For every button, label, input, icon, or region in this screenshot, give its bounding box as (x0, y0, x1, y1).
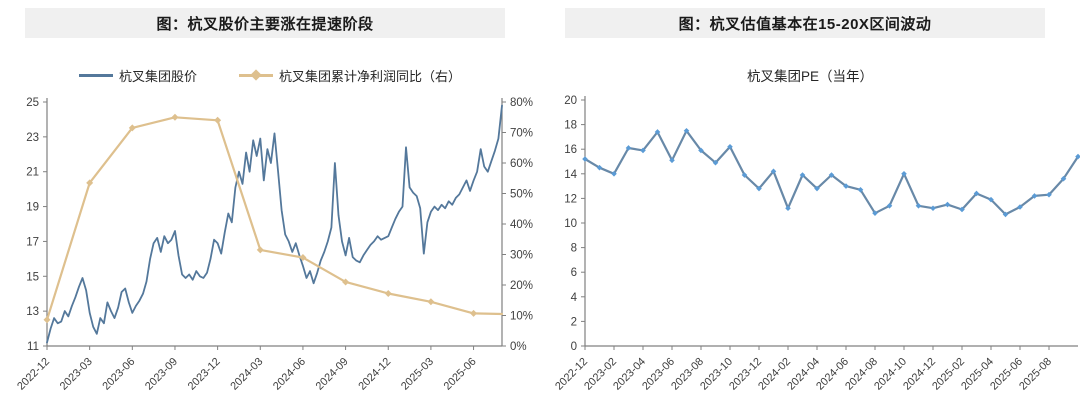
svg-text:2023-06: 2023-06 (100, 356, 137, 393)
svg-text:21: 21 (26, 167, 39, 179)
left-chart-legend: 杭叉集团股价 杭叉集团累计净利润同比（右） (0, 62, 540, 88)
svg-text:15: 15 (26, 271, 39, 283)
svg-text:2024-06: 2024-06 (271, 356, 308, 393)
svg-text:16: 16 (564, 144, 577, 156)
pe-chart: 024681012141618202022-122023-022023-0420… (553, 95, 1080, 393)
pe-valuation-panel: 图：杭叉估值基本在15-20X区间波动 杭叉集团PE（当年） 0 2 4 6 8 10 12… (540, 0, 1080, 416)
svg-text:17: 17 (26, 236, 39, 248)
svg-text:2025-03: 2025-03 (399, 356, 436, 393)
svg-text:8: 8 (571, 243, 577, 255)
svg-text:2024-12: 2024-12 (356, 356, 393, 393)
svg-text:0%: 0% (510, 341, 527, 353)
legend-label-stock: 杭叉集团股价 (118, 68, 197, 84)
legend-item-profit-yoy: 杭叉集团累计净利润同比（右） (239, 66, 461, 85)
svg-text:20: 20 (564, 95, 577, 107)
svg-text:60%: 60% (510, 158, 533, 170)
svg-text:2025-06: 2025-06 (442, 356, 479, 393)
profit-line-swatch-icon (239, 68, 273, 81)
right-chart-title: 图：杭叉估值基本在15-20X区间波动 (678, 15, 932, 33)
svg-text:2024-03: 2024-03 (228, 356, 265, 393)
svg-text:25: 25 (26, 97, 39, 109)
svg-text:30%: 30% (510, 250, 533, 262)
svg-text:19: 19 (26, 202, 39, 214)
svg-text:10: 10 (564, 218, 577, 230)
left-chart-title: 图：杭叉股价主要涨在提速阶段 (156, 15, 374, 33)
svg-text:4: 4 (571, 292, 578, 304)
svg-text:14: 14 (564, 169, 577, 181)
pe-chart-subtitle: 杭叉集团PE（当年） (746, 69, 873, 84)
svg-text:80%: 80% (510, 97, 533, 109)
svg-text:11: 11 (27, 341, 39, 353)
left-title-bar: 图：杭叉股价主要涨在提速阶段 (25, 8, 505, 38)
diamond-marker-icon (250, 68, 262, 81)
svg-text:70%: 70% (510, 128, 533, 140)
svg-text:6: 6 (571, 267, 577, 279)
svg-text:40%: 40% (510, 219, 533, 231)
svg-text:10%: 10% (510, 311, 533, 323)
svg-text:2023-03: 2023-03 (58, 356, 95, 393)
svg-text:18: 18 (564, 120, 577, 132)
svg-text:2023-09: 2023-09 (143, 356, 180, 393)
legend-label-profit: 杭叉集团累计净利润同比（右） (279, 68, 462, 84)
right-title-bar: 图：杭叉估值基本在15-20X区间波动 (565, 8, 1045, 38)
svg-text:13: 13 (26, 306, 39, 318)
svg-text:23: 23 (26, 132, 39, 144)
stock-price-panel: 图：杭叉股价主要涨在提速阶段 杭叉集团股价 杭叉集团累计净利润同比（右） 11 1… (0, 8, 540, 393)
svg-text:2025-08: 2025-08 (1017, 356, 1054, 393)
svg-text:2: 2 (571, 316, 577, 328)
svg-text:20%: 20% (510, 280, 533, 292)
stock-price-chart: 11 13 15 17 19 21 23 25 0% 10% 20% 30% 40% 50% 60% 70% 8… (15, 97, 533, 393)
svg-text:12: 12 (564, 193, 577, 205)
stock-line-swatch-icon (78, 73, 113, 77)
svg-text:50%: 50% (510, 189, 533, 201)
svg-text:2022-12: 2022-12 (15, 356, 52, 393)
svg-text:2023-12: 2023-12 (186, 356, 223, 393)
svg-text:2024-09: 2024-09 (314, 356, 351, 393)
svg-text:0: 0 (571, 341, 577, 353)
legend-item-stock-price: 杭叉集团股价 (78, 66, 197, 85)
